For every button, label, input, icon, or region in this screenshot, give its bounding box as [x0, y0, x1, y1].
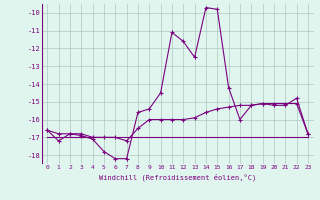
X-axis label: Windchill (Refroidissement éolien,°C): Windchill (Refroidissement éolien,°C) — [99, 173, 256, 181]
